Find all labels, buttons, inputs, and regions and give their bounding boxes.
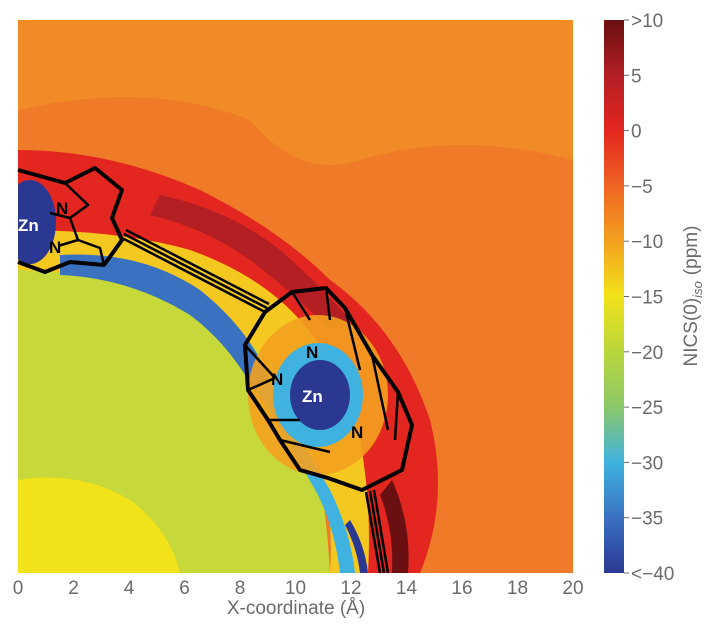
colorbar-tick-label: −35 [631, 509, 663, 530]
colorbar-tick-label: −20 [631, 343, 663, 364]
colorbar-tick-labels: >10 5 0 −5 −10 −15 −20 −25 −30 −35 <−40 [624, 11, 674, 585]
heatmap-band-yellow-edge [18, 230, 369, 573]
colorbar-ramp [604, 20, 624, 573]
colorbar-tick-label: 5 [631, 66, 642, 87]
heatmap-band-yellow-core [18, 477, 180, 573]
heatmap-core-left [18, 180, 56, 264]
x-tick-label: 4 [124, 578, 135, 599]
atom-label-n-2: N [49, 238, 61, 257]
atom-label-zn-center: Zn [302, 387, 323, 406]
atom-label-n-1: N [56, 199, 68, 218]
heatmap-band-darkred [150, 195, 350, 330]
heatmap-field [18, 20, 573, 573]
porphyrin-left-outline [17, 166, 124, 274]
x-tick-label: 14 [396, 578, 418, 599]
atom-label-n-5: N [351, 423, 363, 442]
colorbar-tick-label: −25 [631, 398, 663, 419]
alkyne-linker-upper [121, 228, 270, 314]
x-tick-label: 8 [235, 578, 246, 599]
colorbar-tick-label: −5 [631, 177, 653, 198]
colorbar-label: NICS(0)iso (ppm) [681, 226, 705, 367]
heatmap-band-outer [18, 20, 573, 165]
porphyrin-center-inner [244, 287, 400, 454]
alkyne-linker-lower [364, 489, 390, 574]
x-tick-label: 16 [451, 578, 472, 599]
x-tick-label: 0 [13, 578, 24, 599]
porphyrin-center-outline [243, 286, 414, 492]
x-axis-label: X-coordinate (Å) [227, 598, 365, 619]
colorbar-label-unit: (ppm) [681, 226, 702, 276]
colorbar-tick-label: −15 [631, 288, 663, 309]
atom-label-zn-left: Zn [18, 216, 39, 235]
x-tick-label: 6 [179, 578, 190, 599]
atom-labels: Zn N N N N Zn N [18, 199, 363, 442]
x-tick-label: 2 [68, 578, 79, 599]
heatmap-band-navy-channel [345, 520, 368, 573]
colorbar-tick-label: <−40 [631, 564, 674, 585]
x-axis: 0 2 4 6 8 10 12 14 16 18 20 X-coordinate (Å) [13, 578, 584, 619]
x-tick-label: 18 [507, 578, 528, 599]
colorbar-tick-label: −30 [631, 453, 663, 474]
porphyrin-left-inner [49, 182, 106, 266]
colorbar-label-sub: iso [690, 281, 705, 298]
heatmap-core-center-blue [290, 360, 350, 430]
colorbar-tick-label: −10 [631, 232, 663, 253]
x-tick-labels: 0 2 4 6 8 10 12 14 16 18 20 [13, 578, 584, 599]
colorbar: >10 5 0 −5 −10 −15 −20 −25 −30 −35 <−40 NICS(0)iso… [604, 11, 705, 585]
atom-label-n-4: N [271, 370, 283, 389]
colorbar-tick-label: 0 [631, 122, 642, 143]
colorbar-label-main: NICS(0) [681, 298, 702, 367]
atom-label-n-3: N [306, 343, 318, 362]
molecule-structure [17, 166, 414, 574]
x-tick-label: 12 [340, 578, 361, 599]
colorbar-tick-label: >10 [631, 11, 663, 32]
x-tick-label: 20 [562, 578, 583, 599]
x-tick-label: 10 [285, 578, 306, 599]
heatmap-band-darkred-2 [380, 480, 409, 573]
